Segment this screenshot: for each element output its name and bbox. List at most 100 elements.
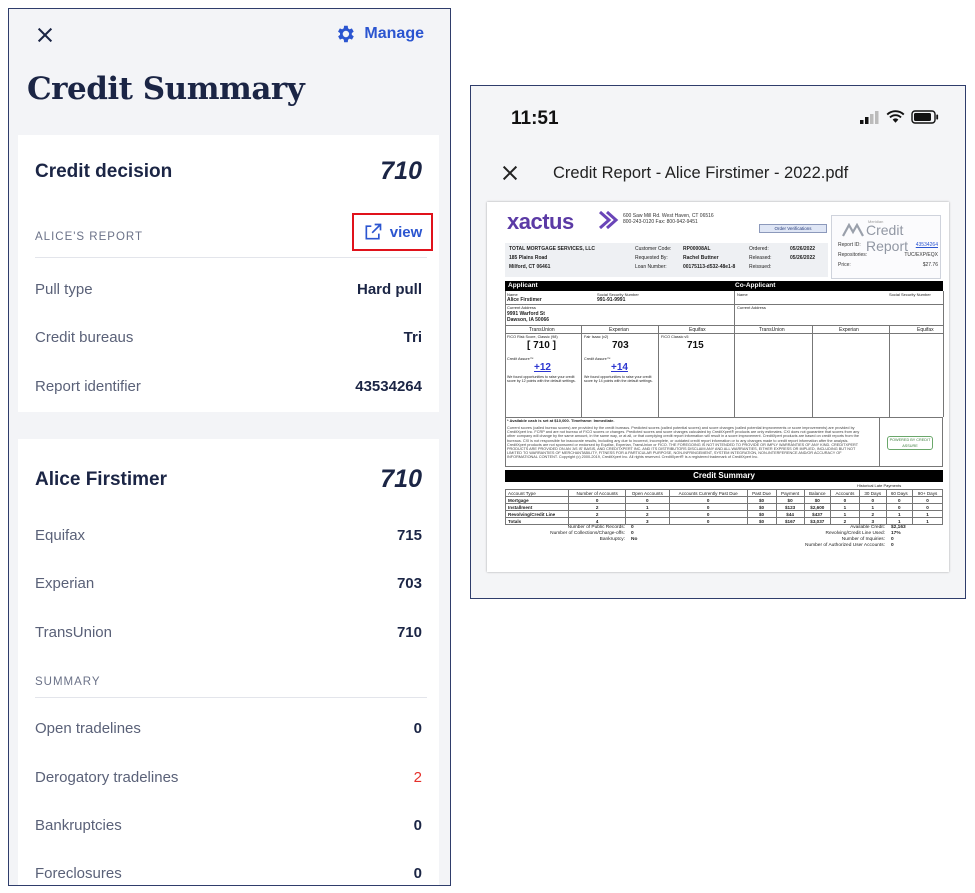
rule: [581, 325, 582, 417]
kv-value: TUC/EXP/EQX: [904, 252, 938, 258]
pdf-viewer-screen: 11:51 Credit Report - Alice Firstimer - …: [470, 85, 966, 599]
table-cell: 0: [624, 496, 670, 504]
view-label: view: [389, 223, 423, 241]
info-label: Loan Number:: [635, 264, 667, 270]
external-link-icon: [365, 223, 382, 240]
table-cell: 3: [858, 517, 887, 525]
table-cell: $437: [803, 510, 831, 518]
info-value: 05/26/2022: [790, 246, 816, 252]
pdf-title: Credit Report - Alice Firstimer - 2022.p…: [553, 164, 849, 182]
bankruptcies-row: Bankruptcies 0: [35, 817, 422, 834]
pdf-header: Credit Report - Alice Firstimer - 2022.p…: [471, 148, 965, 198]
credit-report-badge: Meridian Credit Report Report ID: 435342…: [831, 215, 941, 279]
close-icon[interactable]: [499, 162, 521, 184]
footer-line: Number of Collections/Charge-offs: 0: [527, 531, 647, 537]
footer-value: $2,163: [891, 525, 906, 530]
table-cell: 1: [624, 503, 670, 511]
equifax-score: 715: [687, 340, 704, 351]
row-value: 710: [396, 624, 422, 641]
table-cell: 1: [829, 503, 860, 511]
row-key: Derogatory tradelines: [35, 769, 179, 786]
field-label: Social Security Number: [597, 292, 639, 297]
company-street: 185 Plains Road: [509, 255, 548, 261]
experian-assure-link[interactable]: +14: [611, 362, 628, 373]
table-row: Revolving/Credit Line 2 2 0 $0 $44 $437 1 2 1 1: [504, 510, 943, 518]
table-cell: 0: [912, 496, 943, 504]
open-tradelines-row: Open tradelines 0: [35, 720, 422, 737]
info-label: Reissued:: [749, 264, 772, 270]
summary-section-label: SUMMARY: [35, 676, 101, 688]
applicant-address-line: 9991 Warford St: [507, 311, 545, 317]
applicant-card: Alice Firstimer 710 Equifax 715 Experian…: [18, 439, 439, 885]
close-icon[interactable]: [33, 23, 57, 47]
footer-value: 17%: [891, 531, 901, 536]
transunion-assure-link[interactable]: +12: [534, 362, 551, 373]
table-header-cell: Accounts Currently Past Due: [668, 489, 748, 497]
row-value: 2: [413, 769, 422, 786]
row-key: Bankruptcies: [35, 817, 122, 834]
badge-brand: Meridian: [868, 219, 884, 224]
assure-note: We found opportunities to raise your cre…: [507, 375, 576, 384]
credit-summary-table: Account Type Number of Accounts Open Accou…: [504, 489, 943, 525]
footer-value: No: [631, 537, 638, 542]
table-cell: $44: [775, 510, 805, 518]
applicant-section-header: Applicant Co-Applicant: [505, 281, 943, 291]
bureau-header: TransUnion: [759, 327, 785, 333]
meridian-logo-icon: [842, 223, 864, 237]
table-cell: $167: [775, 517, 805, 525]
equifax-row: Equifax 715: [35, 527, 422, 544]
battery-icon: [911, 110, 939, 124]
view-report-button[interactable]: view: [352, 213, 433, 251]
table-cell: $123: [775, 503, 805, 511]
late-payments-header: Historical Late Payments: [857, 483, 902, 488]
field-label: Name: [737, 292, 748, 297]
table-cell: 2: [829, 517, 860, 525]
footer-key: Number of Collections/Charge-offs:: [550, 531, 625, 536]
table-cell: 3: [624, 517, 670, 525]
info-value: 05/26/2022: [790, 255, 816, 261]
experian-score: 703: [612, 340, 629, 351]
report-id-link[interactable]: 43534264: [915, 242, 938, 248]
bureau-header: TransUnion: [529, 327, 555, 333]
credit-bureaus-row: Credit bureaus Tri: [35, 329, 422, 346]
applicant-name-value: Alice Firstimer: [507, 297, 542, 303]
table-cell: 0: [885, 503, 914, 511]
credit-summary-header: Credit Summary: [505, 470, 943, 482]
table-cell: $0: [746, 503, 777, 511]
applicant-ssn-value: 991-91-9991: [597, 297, 626, 303]
report-section-label: ALICE'S REPORT: [35, 231, 144, 243]
applicant-header-label: Applicant: [508, 282, 538, 289]
pdf-page[interactable]: xactus 600 Saw Mill Rd. West Haven, CT 0…: [487, 202, 949, 572]
order-verifications-button[interactable]: Order Verifications: [759, 224, 827, 233]
table-header-cell: 60 Days: [885, 489, 914, 497]
cash-note: * Available cash is set at $10,000. Time…: [507, 418, 615, 423]
table-header-cell: Accounts: [829, 489, 860, 497]
field-label: Current Address: [507, 305, 536, 310]
table-cell: Installment: [504, 503, 570, 511]
footer-line: Number of Public Records: 0: [527, 525, 647, 531]
coapplicant-header-label: Co-Applicant: [735, 282, 776, 289]
credit-summary-screen: Manage Credit Summary Credit decision 71…: [8, 8, 451, 886]
table-cell: 2: [858, 510, 887, 518]
table-cell: 4: [568, 517, 626, 525]
table-cell: $0: [746, 496, 777, 504]
rule: [658, 325, 659, 417]
applicant-score: 710: [380, 465, 422, 493]
footer-key: Number of Authorized User Accounts:: [805, 543, 885, 548]
screen-header: Manage Credit Summary: [9, 9, 450, 133]
info-value: 00175113-d532-48e1-8: [683, 264, 736, 270]
row-value: 43534264: [355, 378, 422, 395]
table-header-cell: Payment: [775, 489, 805, 497]
table-row: Mortgage 0 0 0 $0 $0 $0 0 0 0 0: [504, 496, 943, 504]
table-cell: 0: [668, 510, 748, 518]
manage-button[interactable]: Manage: [334, 23, 424, 45]
score-model-label: Fair Isaac (v2): [584, 335, 609, 339]
rule: [812, 325, 813, 417]
rule: [889, 325, 890, 417]
table-cell: 1: [858, 503, 887, 511]
rule: [505, 304, 943, 305]
rule: [734, 291, 735, 417]
footer-value: 0: [891, 543, 894, 548]
cellular-signal-icon: [860, 110, 879, 124]
status-bar: 11:51: [471, 86, 965, 148]
